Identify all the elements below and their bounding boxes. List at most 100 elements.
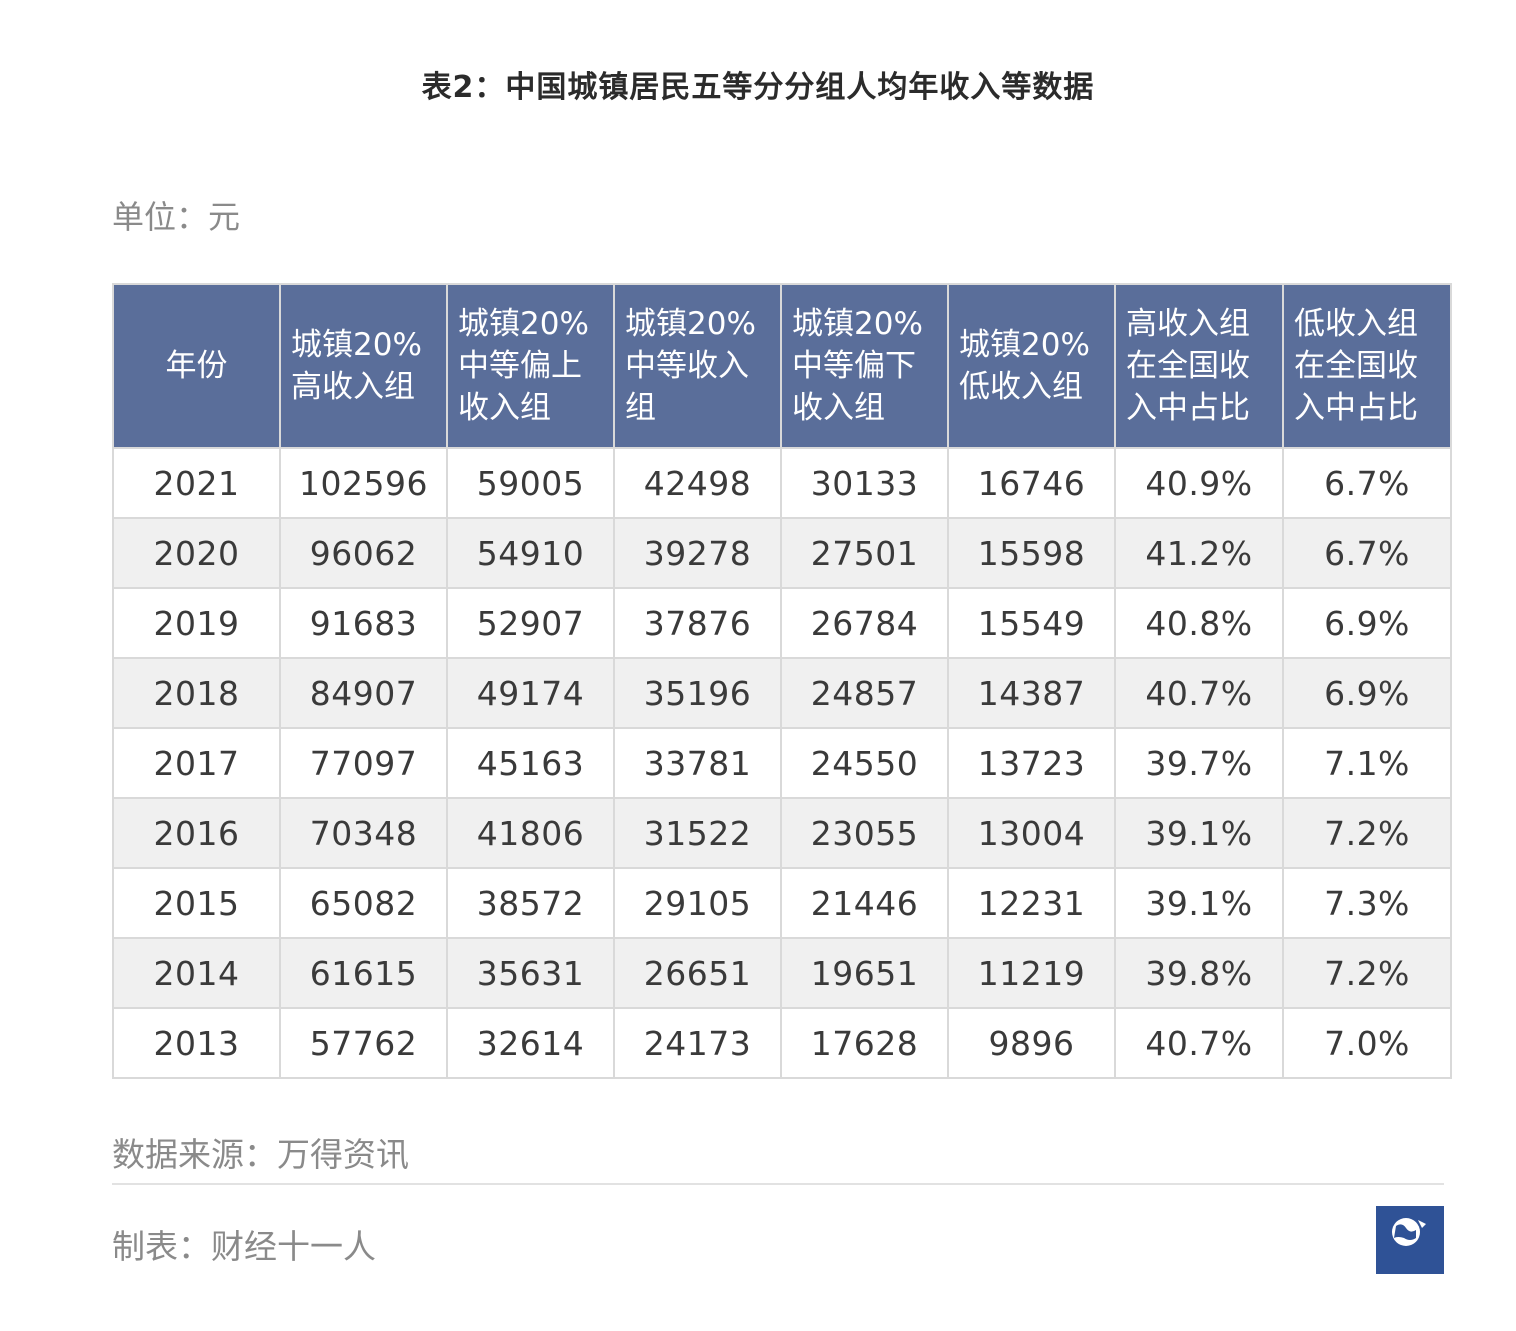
year-cell: 2019 [112, 587, 281, 659]
value-cell: 52907 [446, 587, 615, 659]
column-header-0: 年份 [112, 283, 281, 449]
data-source-note: 数据来源：万得资讯 [112, 1135, 409, 1174]
column-header-line: 城镇20% [291, 327, 422, 363]
column-header-2: 城镇20% 中等偏上 收入组 [446, 283, 615, 449]
value-cell: 6.9% [1282, 587, 1452, 659]
column-header-line: 年份 [165, 348, 228, 384]
value-cell: 6.7% [1282, 517, 1452, 589]
column-header-line: 中等偏上 [458, 348, 582, 384]
value-cell: 6.9% [1282, 657, 1452, 729]
column-header-7: 低收入组在全国收入中占比 [1282, 283, 1452, 449]
column-header-line: 高收入组 [291, 369, 415, 405]
year-cell: 2015 [112, 867, 281, 939]
caijing-logo [1376, 1206, 1444, 1274]
value-cell: 42498 [613, 447, 782, 519]
value-cell: 17628 [780, 1007, 949, 1079]
value-cell: 14387 [947, 657, 1116, 729]
value-cell: 37876 [613, 587, 782, 659]
value-cell: 7.0% [1282, 1007, 1452, 1079]
value-cell: 7.1% [1282, 727, 1452, 799]
table-header-row: 年份 城镇20% 高收入组 城镇20% 中等偏上 收入组 城镇20% 中等收入组城镇20% 中等… [112, 283, 1452, 449]
value-cell: 45163 [446, 727, 615, 799]
table-title: 表2：中国城镇居民五等分分组人均年收入等数据 [421, 70, 1095, 105]
table-row: 2013 57762 32614 24173 17628 9896 40.7% 7.0% [112, 1007, 1452, 1079]
value-cell: 40.7% [1114, 657, 1284, 729]
column-header-line: 低收入组 [959, 369, 1083, 405]
value-cell: 77097 [279, 727, 448, 799]
value-cell: 59005 [446, 447, 615, 519]
value-cell: 30133 [780, 447, 949, 519]
column-header-line: 城镇20% [458, 306, 589, 342]
value-cell: 24550 [780, 727, 949, 799]
value-cell: 24173 [613, 1007, 782, 1079]
value-cell: 9896 [947, 1007, 1116, 1079]
value-cell: 11219 [947, 937, 1116, 1009]
value-cell: 23055 [780, 797, 949, 869]
column-header-line: 高收入组 [1126, 306, 1250, 342]
table-row: 2015 65082 38572 29105 21446 12231 39.1% 7.3% [112, 867, 1452, 939]
income-table: 年份 城镇20% 高收入组 城镇20% 中等偏上 收入组 城镇20% 中等收入组城镇20% 中等… [112, 283, 1452, 1079]
column-header-line: 收入组 [792, 390, 885, 426]
value-cell: 39.1% [1114, 867, 1284, 939]
value-cell: 35631 [446, 937, 615, 1009]
globe-logo-icon [1392, 1218, 1426, 1246]
table-row: 2020 96062 54910 39278 27501 15598 41.2% 6.7% [112, 517, 1452, 589]
value-cell: 6.7% [1282, 447, 1452, 519]
value-cell: 54910 [446, 517, 615, 589]
footer-divider [112, 1183, 1444, 1185]
value-cell: 15549 [947, 587, 1116, 659]
column-header-line: 在全国收 [1294, 348, 1418, 384]
table-row: 2018 84907 49174 35196 24857 14387 40.7% 6.9% [112, 657, 1452, 729]
value-cell: 39.1% [1114, 797, 1284, 869]
value-cell: 39278 [613, 517, 782, 589]
year-cell: 2018 [112, 657, 281, 729]
value-cell: 65082 [279, 867, 448, 939]
value-cell: 40.8% [1114, 587, 1284, 659]
table-row: 2021 102596 59005 42498 30133 16746 40.9% 6.7% [112, 447, 1452, 519]
table-row: 2017 77097 45163 33781 24550 13723 39.7% 7.1% [112, 727, 1452, 799]
column-header-line: 低收入组 [1294, 306, 1418, 342]
year-cell: 2013 [112, 1007, 281, 1079]
value-cell: 84907 [279, 657, 448, 729]
value-cell: 15598 [947, 517, 1116, 589]
value-cell: 96062 [279, 517, 448, 589]
value-cell: 24857 [780, 657, 949, 729]
column-header-3: 城镇20% 中等收入组 [613, 283, 782, 449]
value-cell: 26784 [780, 587, 949, 659]
value-cell: 16746 [947, 447, 1116, 519]
column-header-line: 城镇20% [625, 306, 756, 342]
column-header-5: 城镇20% 低收入组 [947, 283, 1116, 449]
column-header-line: 入中占比 [1294, 390, 1418, 426]
unit-label: 单位：元 [112, 198, 241, 236]
value-cell: 35196 [613, 657, 782, 729]
value-cell: 13723 [947, 727, 1116, 799]
table-row: 2019 91683 52907 37876 26784 15549 40.8% 6.9% [112, 587, 1452, 659]
column-header-line: 城镇20% [959, 327, 1090, 363]
value-cell: 19651 [780, 937, 949, 1009]
value-cell: 41.2% [1114, 517, 1284, 589]
value-cell: 31522 [613, 797, 782, 869]
value-cell: 40.7% [1114, 1007, 1284, 1079]
value-cell: 33781 [613, 727, 782, 799]
year-cell: 2016 [112, 797, 281, 869]
year-cell: 2020 [112, 517, 281, 589]
value-cell: 7.2% [1282, 937, 1452, 1009]
value-cell: 7.2% [1282, 797, 1452, 869]
column-header-line: 中等收入 [625, 348, 749, 384]
column-header-6: 高收入组 在全国收 入中占比 [1114, 283, 1284, 449]
value-cell: 12231 [947, 867, 1116, 939]
table-row: 2016 70348 41806 31522 23055 13004 39.1% 7.2% [112, 797, 1452, 869]
table-body: 2021 102596 59005 42498 30133 16746 40.9% 6.7% 2… [112, 447, 1452, 1079]
value-cell: 40.9% [1114, 447, 1284, 519]
value-cell: 13004 [947, 797, 1116, 869]
column-header-1: 城镇20% 高收入组 [279, 283, 448, 449]
value-cell: 27501 [780, 517, 949, 589]
value-cell: 39.8% [1114, 937, 1284, 1009]
value-cell: 61615 [279, 937, 448, 1009]
value-cell: 39.7% [1114, 727, 1284, 799]
value-cell: 91683 [279, 587, 448, 659]
column-header-line: 中等偏下 [792, 348, 916, 384]
year-cell: 2014 [112, 937, 281, 1009]
column-header-line: 在全国收 [1126, 348, 1250, 384]
table-maker-note: 制表：财经十一人 [112, 1227, 376, 1266]
